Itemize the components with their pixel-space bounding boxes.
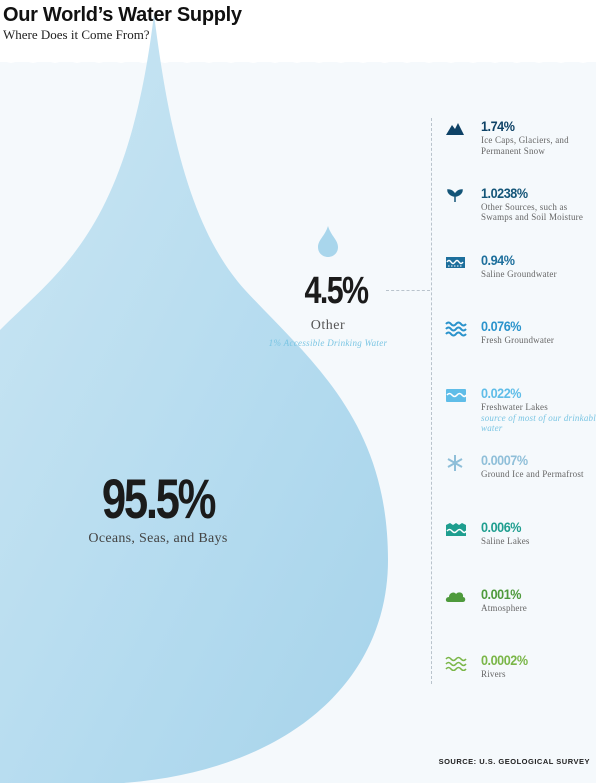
breakdown-label: Other Sources, such as Swamps and Soil M…	[481, 202, 596, 223]
breakdown-percentage: 1.74%	[481, 118, 515, 134]
page-subtitle: Where Does it Come From?	[3, 27, 150, 42]
breakdown-label: Ground Ice and Permafrost	[481, 469, 596, 480]
breakdown-percentage: 0.006%	[481, 518, 522, 535]
breakdown-label-text: Other Sources, such as Swamps and Soil M…	[481, 201, 584, 223]
breakdown-percentage: 0.0002%	[481, 652, 528, 669]
drop-shape	[0, 14, 388, 783]
breakdown-percentage: 0.001%	[481, 585, 522, 602]
drinking-water-note: 1% Accessible Drinking Water	[268, 338, 388, 348]
breakdown-label-text: Saline Groundwater	[481, 268, 557, 279]
connector-line	[386, 290, 430, 291]
waves-icon	[444, 320, 468, 337]
breakdown-label: Fresh Groundwater	[481, 335, 596, 346]
other-percentage: 4.5%	[304, 270, 370, 312]
breakdown-label-text: Ice Caps, Glaciers, and Permanent Snow	[481, 135, 569, 156]
breakdown-percentage: 0.076%	[481, 318, 522, 335]
cloud-icon	[444, 588, 468, 604]
page-title: Our World’s Water Supply	[3, 4, 242, 26]
breakdown-label-text: Freshwater Lakes	[481, 402, 548, 413]
saline-groundwater-icon	[444, 254, 468, 270]
small-water-drop	[318, 226, 338, 257]
oceans-percentage: 95.5%	[101, 467, 217, 530]
breakdown-label: Freshwater Lakes source of most of our dr…	[481, 402, 596, 434]
breakdown-percentage: 0.022%	[481, 385, 522, 402]
mountain-icon	[444, 120, 468, 136]
saline-lake-icon	[444, 521, 468, 537]
breakdown-label-text: Saline Lakes	[481, 535, 530, 546]
breakdown-divider	[431, 118, 432, 684]
breakdown-percentage: 1.0238%	[481, 184, 528, 201]
breakdown-percentage: 0.94%	[481, 251, 515, 268]
source-credit: SOURCE: U.S. GEOLOGICAL SURVEY	[438, 757, 590, 766]
breakdown-label-text: Ground Ice and Permafrost	[481, 469, 584, 479]
lake-icon	[444, 387, 468, 403]
breakdown-percentage: 0.0007%	[481, 452, 528, 468]
breakdown-label-text: Rivers	[481, 669, 506, 680]
breakdown-label: Rivers	[481, 669, 596, 680]
snowflake-icon	[444, 454, 468, 471]
breakdown-label: Ice Caps, Glaciers, and Permanent Snow	[481, 135, 596, 156]
header-band	[0, 0, 596, 62]
oceans-label: Oceans, Seas, and Bays	[88, 531, 228, 546]
breakdown-label: Saline Lakes	[481, 536, 596, 547]
ocean-water-drop	[0, 14, 388, 783]
breakdown-note: source of most of our drinkable water	[481, 412, 596, 434]
other-label: Other	[310, 318, 346, 333]
breakdown-label: Atmosphere	[481, 603, 596, 614]
breakdown-label-text: Fresh Groundwater	[481, 335, 555, 346]
breakdown-label-text: Atmosphere	[481, 602, 527, 613]
river-icon	[444, 654, 468, 672]
breakdown-label: Saline Groundwater	[481, 269, 596, 280]
plant-icon	[444, 187, 468, 203]
